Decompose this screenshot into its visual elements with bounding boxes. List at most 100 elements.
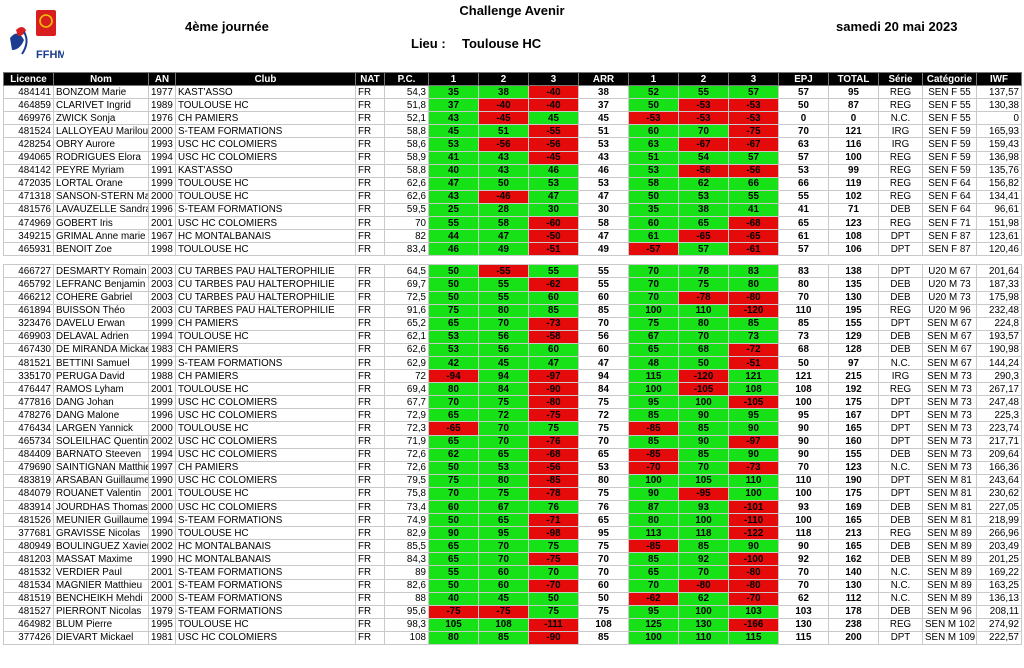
cj-best-cell: 95	[778, 408, 829, 423]
bodyweight-cell: 67,7	[384, 395, 429, 410]
snatch-3-cell: -78	[528, 486, 579, 502]
nat-cell: FR	[355, 578, 385, 593]
cj-best-cell: 90	[778, 539, 829, 554]
table-row: 349215 GRIMAL Anne marie 1967 HC MONTALBANA…	[3, 229, 1022, 244]
serie-cell: DPT	[878, 630, 923, 646]
licence-cell: 335170	[3, 369, 54, 384]
club-cell: CU TARBES PAU HALTEROPHILIE	[175, 277, 356, 292]
snatch-2-cell: 50	[478, 176, 529, 191]
total-cell: 121	[828, 124, 879, 139]
cj-2-cell: -53	[678, 111, 729, 126]
cj-2-cell: 68	[678, 342, 729, 357]
snatch-2-cell: 94	[478, 369, 529, 384]
cj-3-cell: 80	[728, 277, 779, 292]
licence-cell: 494065	[3, 150, 54, 165]
cj-best-cell: 90	[778, 421, 829, 436]
club-cell: CH PAMIERS	[175, 316, 356, 331]
cj-best-cell: 103	[778, 604, 829, 619]
venue-value: Toulouse HC	[462, 36, 542, 51]
cj-2-cell: 57	[678, 242, 729, 257]
total-cell: 213	[828, 526, 879, 541]
licence-cell: 477816	[3, 395, 54, 410]
snatch-3-cell: -58	[528, 329, 579, 344]
table-row: 377426 DIEVART Mickael 1981 USC HC COLOMIER…	[3, 630, 1022, 646]
cj-3-cell: -80	[728, 290, 779, 305]
total-cell: 155	[828, 447, 879, 462]
category-cell: SEN M 81	[922, 499, 977, 515]
cj-1-cell: 80	[628, 513, 679, 528]
iwf-cell: 144,24	[976, 355, 1022, 371]
snatch-2-cell: 80	[478, 303, 529, 318]
column-header: 1	[628, 71, 679, 87]
cj-best-cell: 62	[778, 591, 829, 606]
separator-cell	[3, 255, 1022, 266]
club-cell: S-TEAM FORMATIONS	[175, 202, 356, 218]
total-cell: 200	[828, 630, 879, 646]
snatch-1-cell: 50	[428, 264, 479, 279]
snatch-3-cell: -40	[528, 98, 579, 113]
cj-2-cell: 70	[678, 329, 729, 344]
table-body: 484141 BONZOM Marie 1977 KAST'ASSO FR 54,3 35 3…	[3, 85, 1022, 646]
cj-best-cell: 53	[778, 163, 829, 178]
snatch-3-cell: 85	[528, 303, 579, 318]
snatch-2-cell: 38	[478, 85, 529, 100]
licence-cell: 465931	[3, 242, 54, 257]
snatch-1-cell: 80	[428, 382, 479, 397]
cj-1-cell: -62	[628, 591, 679, 606]
snatch-best-cell: 38	[578, 85, 629, 100]
snatch-1-cell: 75	[428, 473, 479, 488]
snatch-3-cell: -75	[528, 552, 579, 567]
club-cell: USC HC COLOMIERS	[175, 150, 356, 165]
total-cell: 112	[828, 591, 879, 606]
licence-cell: 481526	[3, 513, 54, 528]
cj-best-cell: 65	[778, 216, 829, 231]
column-header: 2	[478, 71, 529, 87]
cj-2-cell: 62	[678, 591, 729, 606]
snatch-best-cell: 47	[578, 189, 629, 204]
snatch-3-cell: -60	[528, 216, 579, 231]
snatch-2-cell: -40	[478, 98, 529, 113]
snatch-1-cell: 42	[428, 355, 479, 371]
cj-1-cell: 35	[628, 202, 679, 218]
table-row: 484142 PEYRE Myriam 1991 KAST'ASSO FR 58,8 40 4…	[3, 163, 1022, 178]
serie-cell: N.C.	[878, 591, 923, 606]
year-cell: 2001	[148, 565, 176, 580]
licence-cell: 377681	[3, 526, 54, 541]
snatch-1-cell: 41	[428, 150, 479, 165]
serie-cell: REG	[878, 150, 923, 165]
cj-best-cell: 100	[778, 395, 829, 410]
snatch-2-cell: 55	[478, 277, 529, 292]
column-header: Club	[175, 71, 356, 87]
iwf-cell: 266,96	[976, 526, 1022, 541]
snatch-2-cell: 95	[478, 526, 529, 541]
name-cell: DANG Malone	[53, 408, 149, 423]
club-cell: USC HC COLOMIERS	[175, 395, 356, 410]
cj-3-cell: -72	[728, 342, 779, 357]
cj-2-cell: -65	[678, 229, 729, 244]
snatch-2-cell: -75	[478, 604, 529, 619]
category-cell: SEN M 67	[922, 355, 977, 371]
snatch-3-cell: -90	[528, 630, 579, 646]
cj-2-cell: 100	[678, 395, 729, 410]
snatch-2-cell: 70	[478, 552, 529, 567]
club-cell: USC HC COLOMIERS	[175, 499, 356, 515]
snatch-2-cell: 45	[478, 355, 529, 371]
table-row: 377681 GRAVISSE Nicolas 1990 TOULOUSE HC FR 8…	[3, 526, 1022, 541]
cj-1-cell: 75	[628, 316, 679, 331]
iwf-cell: 208,11	[976, 604, 1022, 619]
cj-3-cell: 110	[728, 473, 779, 488]
snatch-1-cell: 53	[428, 342, 479, 357]
iwf-cell: 190,98	[976, 342, 1022, 357]
snatch-1-cell: 55	[428, 565, 479, 580]
name-cell: MAGNIER Matthieu	[53, 578, 149, 593]
snatch-2-cell: 43	[478, 163, 529, 178]
snatch-1-cell: 35	[428, 85, 479, 100]
cj-3-cell: 103	[728, 604, 779, 619]
column-header: Licence	[3, 71, 54, 87]
cj-3-cell: 73	[728, 329, 779, 344]
total-cell: 106	[828, 242, 879, 257]
bodyweight-cell: 91,6	[384, 303, 429, 318]
snatch-1-cell: 44	[428, 229, 479, 244]
snatch-3-cell: 45	[528, 111, 579, 126]
iwf-cell: 267,17	[976, 382, 1022, 397]
